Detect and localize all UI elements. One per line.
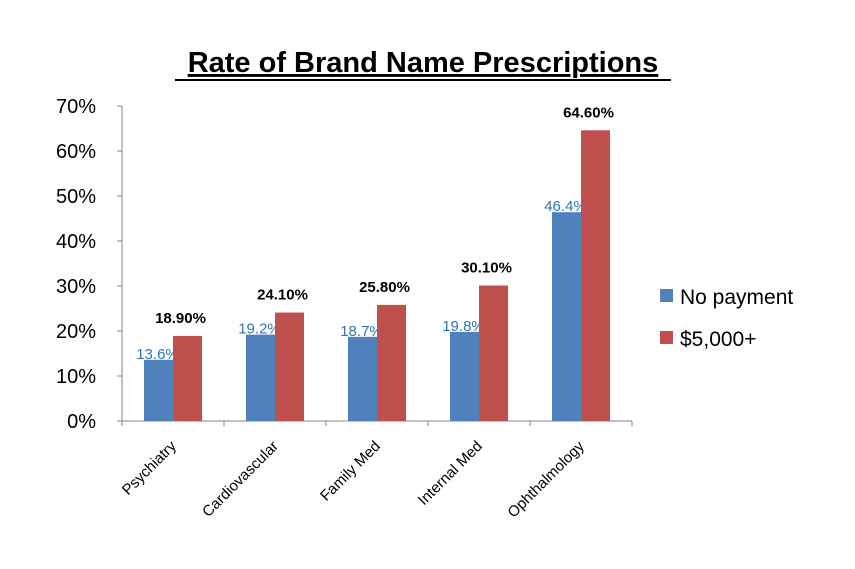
legend-label: $5,000+: [680, 328, 757, 351]
bar-5000-plus: [275, 312, 304, 421]
legend-swatch: [660, 289, 673, 302]
data-label-no-payment: 19.2%: [238, 321, 281, 338]
y-tick-label: 0%: [67, 411, 96, 433]
data-label-no-payment: 18.7%: [340, 323, 383, 340]
data-label-no-payment: 13.6%: [136, 346, 179, 363]
x-category-label: Internal Med: [415, 438, 486, 509]
y-tick-label: 70%: [56, 96, 96, 118]
bar-no-payment: [144, 359, 173, 421]
data-label-no-payment: 19.8%: [442, 318, 485, 335]
x-category-label: Family Med: [317, 438, 384, 505]
data-label-5000-plus: 24.10%: [257, 287, 308, 304]
y-tick-label: 50%: [56, 186, 96, 208]
bar-5000-plus: [581, 130, 610, 422]
data-label-5000-plus: 25.80%: [359, 279, 410, 296]
bar-no-payment: [348, 336, 377, 421]
bar-no-payment: [450, 331, 479, 421]
data-label-5000-plus: 64.60%: [563, 104, 614, 121]
y-tick-label: 10%: [56, 366, 96, 388]
y-tick-label: 40%: [56, 231, 96, 253]
x-category-label: Cardiovascular: [199, 438, 282, 521]
bar-5000-plus: [173, 335, 202, 421]
y-tick-label: 30%: [56, 276, 96, 298]
data-label-5000-plus: 18.90%: [155, 310, 206, 327]
legend: No payment $5,000+: [660, 286, 793, 351]
x-category-label: Ophthalmology: [504, 437, 588, 521]
data-label-no-payment: 46.4%: [544, 198, 587, 215]
plot-area: 0% 10% 20% 30% 40% 50% 60% 70% 13.6% 18.90% Psychi…: [56, 96, 633, 521]
y-tick-label: 20%: [56, 321, 96, 343]
bar-5000-plus: [479, 285, 508, 421]
bar-no-payment: [552, 212, 581, 421]
data-label-5000-plus: 30.10%: [461, 260, 512, 277]
x-category-label: Psychiatry: [119, 437, 180, 498]
legend-swatch: [660, 331, 673, 344]
bar-5000-plus: [377, 304, 406, 421]
bar-no-payment: [246, 334, 275, 421]
legend-label: No payment: [680, 286, 793, 309]
y-tick-label: 60%: [56, 141, 96, 163]
chart-title: Rate of Brand Name Prescriptions: [188, 47, 659, 79]
